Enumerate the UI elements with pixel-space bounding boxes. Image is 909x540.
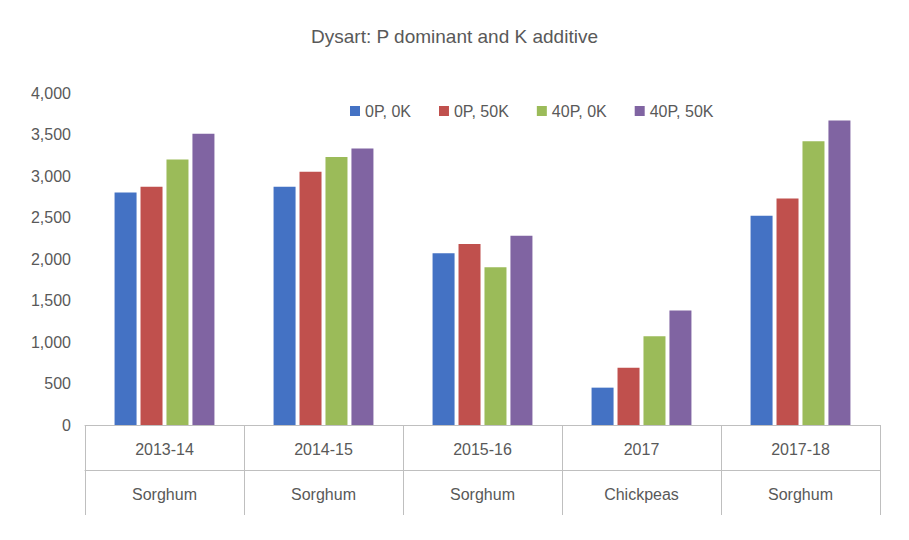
svg-text:2,000: 2,000 [31,251,71,268]
svg-text:0P, 0K: 0P, 0K [365,103,411,120]
svg-text:40P, 0K: 40P, 0K [552,103,607,120]
svg-text:Dysart: P dominant and K addit: Dysart: P dominant and K additive [311,26,598,47]
svg-text:2013-14: 2013-14 [135,441,194,458]
svg-text:Chickpeas: Chickpeas [604,486,679,503]
svg-text:0: 0 [62,417,71,434]
svg-text:2015-16: 2015-16 [453,441,512,458]
svg-text:2017: 2017 [624,441,660,458]
svg-text:4,000: 4,000 [31,85,71,102]
svg-text:Sorghum: Sorghum [768,486,833,503]
svg-text:2,500: 2,500 [31,209,71,226]
svg-text:Sorghum: Sorghum [291,486,356,503]
svg-text:2014-15: 2014-15 [294,441,353,458]
svg-text:500: 500 [44,375,71,392]
svg-text:1,500: 1,500 [31,292,71,309]
svg-text:3,500: 3,500 [31,126,71,143]
svg-text:1,000: 1,000 [31,334,71,351]
svg-text:2017-18: 2017-18 [771,441,830,458]
svg-text:0P, 50K: 0P, 50K [454,103,509,120]
svg-text:Sorghum: Sorghum [132,486,197,503]
svg-text:40P, 50K: 40P, 50K [650,103,714,120]
svg-text:Sorghum: Sorghum [450,486,515,503]
svg-text:3,000: 3,000 [31,168,71,185]
